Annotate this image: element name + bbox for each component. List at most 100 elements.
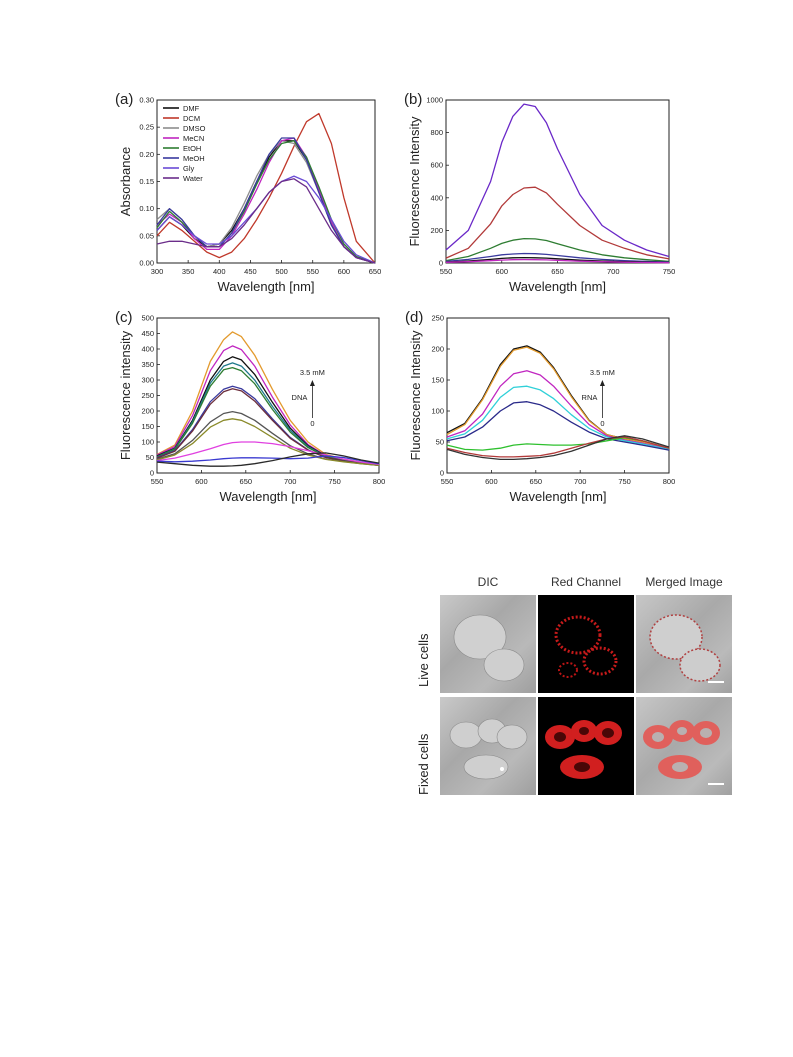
y-tick-label: 200	[141, 407, 154, 416]
column-header-red-channel: Red Channel	[550, 575, 622, 589]
series-line-6	[445, 258, 670, 264]
y-axis-label: Fluorescence Intensity	[407, 116, 422, 247]
series-line-11	[156, 455, 380, 465]
chart-panel-1: (a) 300 350 400 450 500 550 600 650 0.00 0.05 0.10 0…	[115, 91, 381, 294]
x-tick-label: 650	[530, 477, 543, 486]
series-line-5	[446, 401, 670, 451]
y-tick-label: 400	[141, 345, 154, 354]
y-tick-label: 100	[141, 438, 154, 447]
y-tick-label: 150	[431, 376, 444, 385]
row-header-fixed-cells: Fixed cells	[416, 733, 431, 795]
series-line-7	[446, 436, 670, 458]
y-tick-label: 600	[430, 161, 443, 170]
x-axis-label: Wavelength [nm]	[217, 279, 314, 294]
y-axis-label: Fluorescence intensity	[118, 330, 133, 460]
legend-label-etoh: EtOH	[183, 144, 201, 153]
x-axis-label: Wavelength [nm]	[509, 489, 606, 504]
x-tick-label: 400	[213, 267, 226, 276]
chart-panel-4: (d) 550 600 650 700 750 800 0 50 100 150 200 250 Wave…	[405, 309, 675, 504]
y-tick-label: 400	[430, 193, 443, 202]
x-tick-label: 600	[495, 267, 508, 276]
x-tick-label: 650	[369, 267, 382, 276]
series-line-12	[156, 452, 380, 467]
annotation-label: RNA	[582, 393, 598, 402]
chart-panel-2: (b) 550 600 650 700 750 0 200 400 600 800 1000 Wavel…	[404, 91, 675, 294]
x-tick-label: 300	[151, 267, 164, 276]
y-tick-label: 0.10	[139, 204, 154, 213]
x-tick-label: 550	[151, 477, 164, 486]
series-line-1	[446, 345, 670, 449]
legend-label-dmso: DMSO	[183, 124, 206, 133]
plot-frame	[445, 99, 670, 264]
series-line-mecn	[156, 137, 376, 264]
annotation-top: 3.5 mM	[590, 368, 615, 377]
series-line-dcm	[156, 112, 376, 264]
fixed-red-channel-image	[538, 697, 634, 795]
y-tick-label: 1000	[426, 96, 443, 105]
live-red-channel-image	[538, 595, 634, 693]
panel-label: (b)	[404, 91, 422, 108]
x-tick-label: 600	[485, 477, 498, 486]
series-line-8	[446, 435, 670, 461]
y-tick-label: 350	[141, 360, 154, 369]
x-tick-label: 700	[284, 477, 297, 486]
plot-frame	[446, 317, 670, 474]
series-line-meoh	[156, 137, 376, 264]
x-tick-label: 600	[195, 477, 208, 486]
panel-label: (d)	[405, 309, 423, 326]
y-tick-label: 100	[431, 407, 444, 416]
x-tick-label: 500	[275, 267, 288, 276]
row-header-live-cells: Live cells	[416, 633, 431, 687]
scale-bar	[708, 783, 724, 785]
y-axis-label: Fluorescence Intensity	[408, 330, 423, 461]
x-tick-label: 750	[618, 477, 631, 486]
y-tick-label: 0.20	[139, 150, 154, 159]
y-tick-label: 200	[431, 345, 444, 354]
y-tick-label: 0.15	[139, 177, 154, 186]
annotation-bottom: 0	[310, 419, 314, 428]
x-tick-label: 800	[373, 477, 386, 486]
x-tick-label: 700	[574, 477, 587, 486]
y-tick-label: 0.25	[139, 123, 154, 132]
legend-label-meoh: MeOH	[183, 154, 205, 163]
y-tick-label: 0	[440, 469, 444, 478]
series-line-7	[156, 388, 380, 466]
series-line-6	[446, 437, 670, 451]
column-header-dic: DIC	[477, 575, 499, 589]
y-tick-label: 200	[430, 226, 443, 235]
y-tick-label: 450	[141, 329, 154, 338]
x-tick-label: 350	[182, 267, 195, 276]
x-tick-label: 650	[551, 267, 564, 276]
series-line-2	[446, 346, 670, 449]
column-header-merged-image: Merged Image	[645, 575, 723, 589]
y-tick-label: 0.05	[139, 231, 154, 240]
scale-bar	[708, 681, 724, 683]
series-line-3	[446, 370, 670, 450]
chart-panel-3: (c) 550 600 650 700 750 800 0 50 100 150 200 250 300 3…	[115, 309, 385, 504]
panel-label: (c)	[115, 309, 133, 326]
x-tick-label: 600	[338, 267, 351, 276]
x-tick-label: 650	[240, 477, 253, 486]
x-tick-label: 550	[440, 267, 453, 276]
y-tick-label: 150	[141, 422, 154, 431]
spectra-figure: (a) 300 350 400 450 500 550 600 650 0.00 0.05 0.10 0…	[115, 91, 675, 504]
annotation-arrowhead	[309, 380, 315, 386]
x-axis-label: Wavelength [nm]	[219, 489, 316, 504]
series-line-1	[445, 103, 670, 258]
x-axis-label: Wavelength [nm]	[509, 279, 606, 294]
y-axis-label: Absorbance	[118, 147, 133, 216]
x-tick-label: 800	[663, 477, 676, 486]
x-tick-label: 750	[663, 267, 676, 276]
y-tick-label: 0.00	[139, 259, 154, 268]
y-tick-label: 250	[141, 391, 154, 400]
y-tick-label: 500	[141, 314, 154, 323]
x-tick-label: 550	[441, 477, 454, 486]
legend-label-water: Water	[183, 174, 203, 183]
annotation-label: DNA	[292, 393, 308, 402]
series-line-10	[156, 441, 380, 465]
panel-label: (a)	[115, 91, 133, 108]
cell-imaging-figure: DIC Red Channel Merged Image Live cells …	[410, 575, 740, 805]
series-line-2	[445, 186, 670, 260]
series-line-9	[156, 418, 380, 466]
x-tick-label: 700	[607, 267, 620, 276]
